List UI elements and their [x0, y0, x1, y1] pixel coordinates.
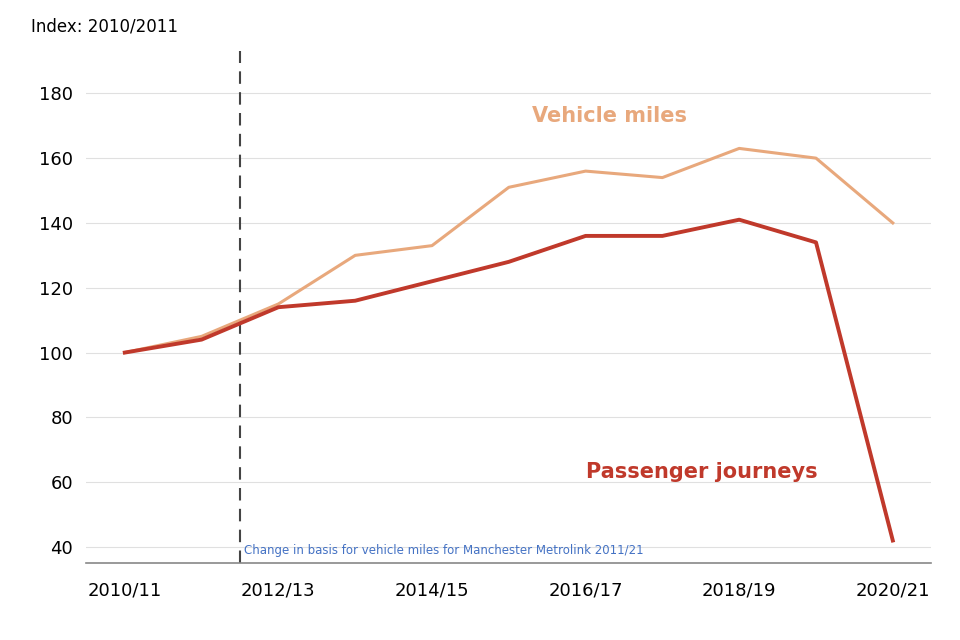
Text: Index: 2010/2011: Index: 2010/2011	[32, 18, 179, 36]
Text: Change in basis for vehicle miles for Manchester Metrolink 2011/21: Change in basis for vehicle miles for Ma…	[244, 544, 643, 557]
Text: Vehicle miles: Vehicle miles	[532, 106, 686, 126]
Text: Passenger journeys: Passenger journeys	[586, 463, 817, 483]
